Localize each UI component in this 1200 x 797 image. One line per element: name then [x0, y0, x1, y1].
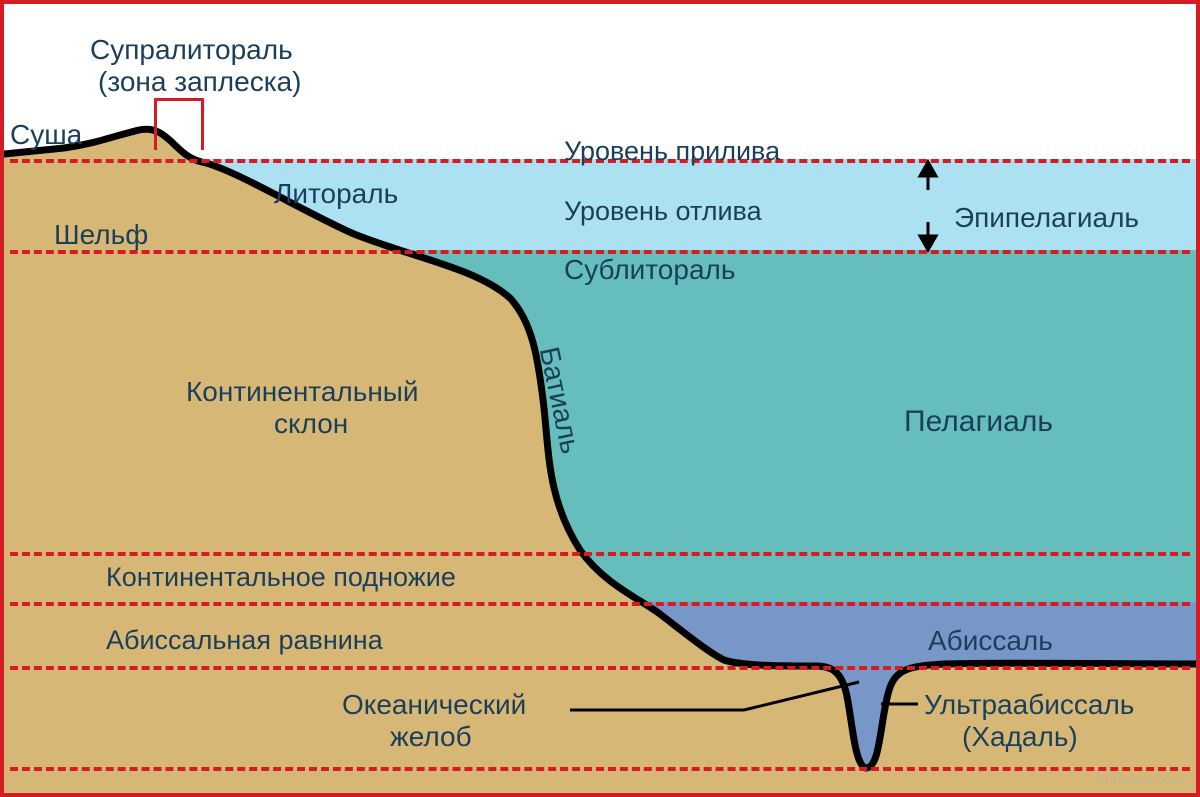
depth-divider — [10, 602, 1190, 606]
continental-slope-label-1: Континентальный — [186, 376, 419, 408]
low-tide-label: Уровень отлива — [564, 196, 762, 227]
trench-label-1: Океанический — [342, 689, 526, 721]
epipelagic-label: Эпипелагиаль — [954, 202, 1139, 234]
trench-label-2: желоб — [390, 721, 472, 753]
supralittoral-bracket — [154, 98, 204, 150]
ocean-zones-diagram: Суша Супралитораль (зона заплеска) Урове… — [0, 0, 1200, 797]
land-label: Суша — [10, 119, 82, 151]
abyssal-label: Абиссаль — [928, 625, 1053, 657]
abyssal-plain-label: Абиссальная равнина — [106, 625, 383, 656]
credit-watermark: Dinoera.com — [1099, 771, 1184, 787]
littoral-label: Литораль — [274, 178, 398, 210]
shelf-label: Шельф — [54, 219, 148, 251]
supralittoral-label-2: (зона заплеска) — [98, 66, 301, 98]
depth-divider — [10, 552, 1190, 556]
depth-divider — [10, 767, 1190, 771]
continental-rise-label: Континентальное подножие — [106, 562, 456, 593]
hadal-label-2: (Хадаль) — [962, 721, 1078, 753]
depth-divider — [10, 666, 1190, 670]
high-tide-label: Уровень прилива — [564, 136, 780, 167]
hadal-label-1: Ультраабиссаль — [924, 689, 1134, 721]
sublittoral-label: Сублитораль — [564, 254, 735, 286]
pelagic-label: Пелагиаль — [904, 405, 1053, 439]
continental-slope-label-2: склон — [274, 408, 348, 440]
supralittoral-label-1: Супралитораль — [90, 34, 293, 66]
